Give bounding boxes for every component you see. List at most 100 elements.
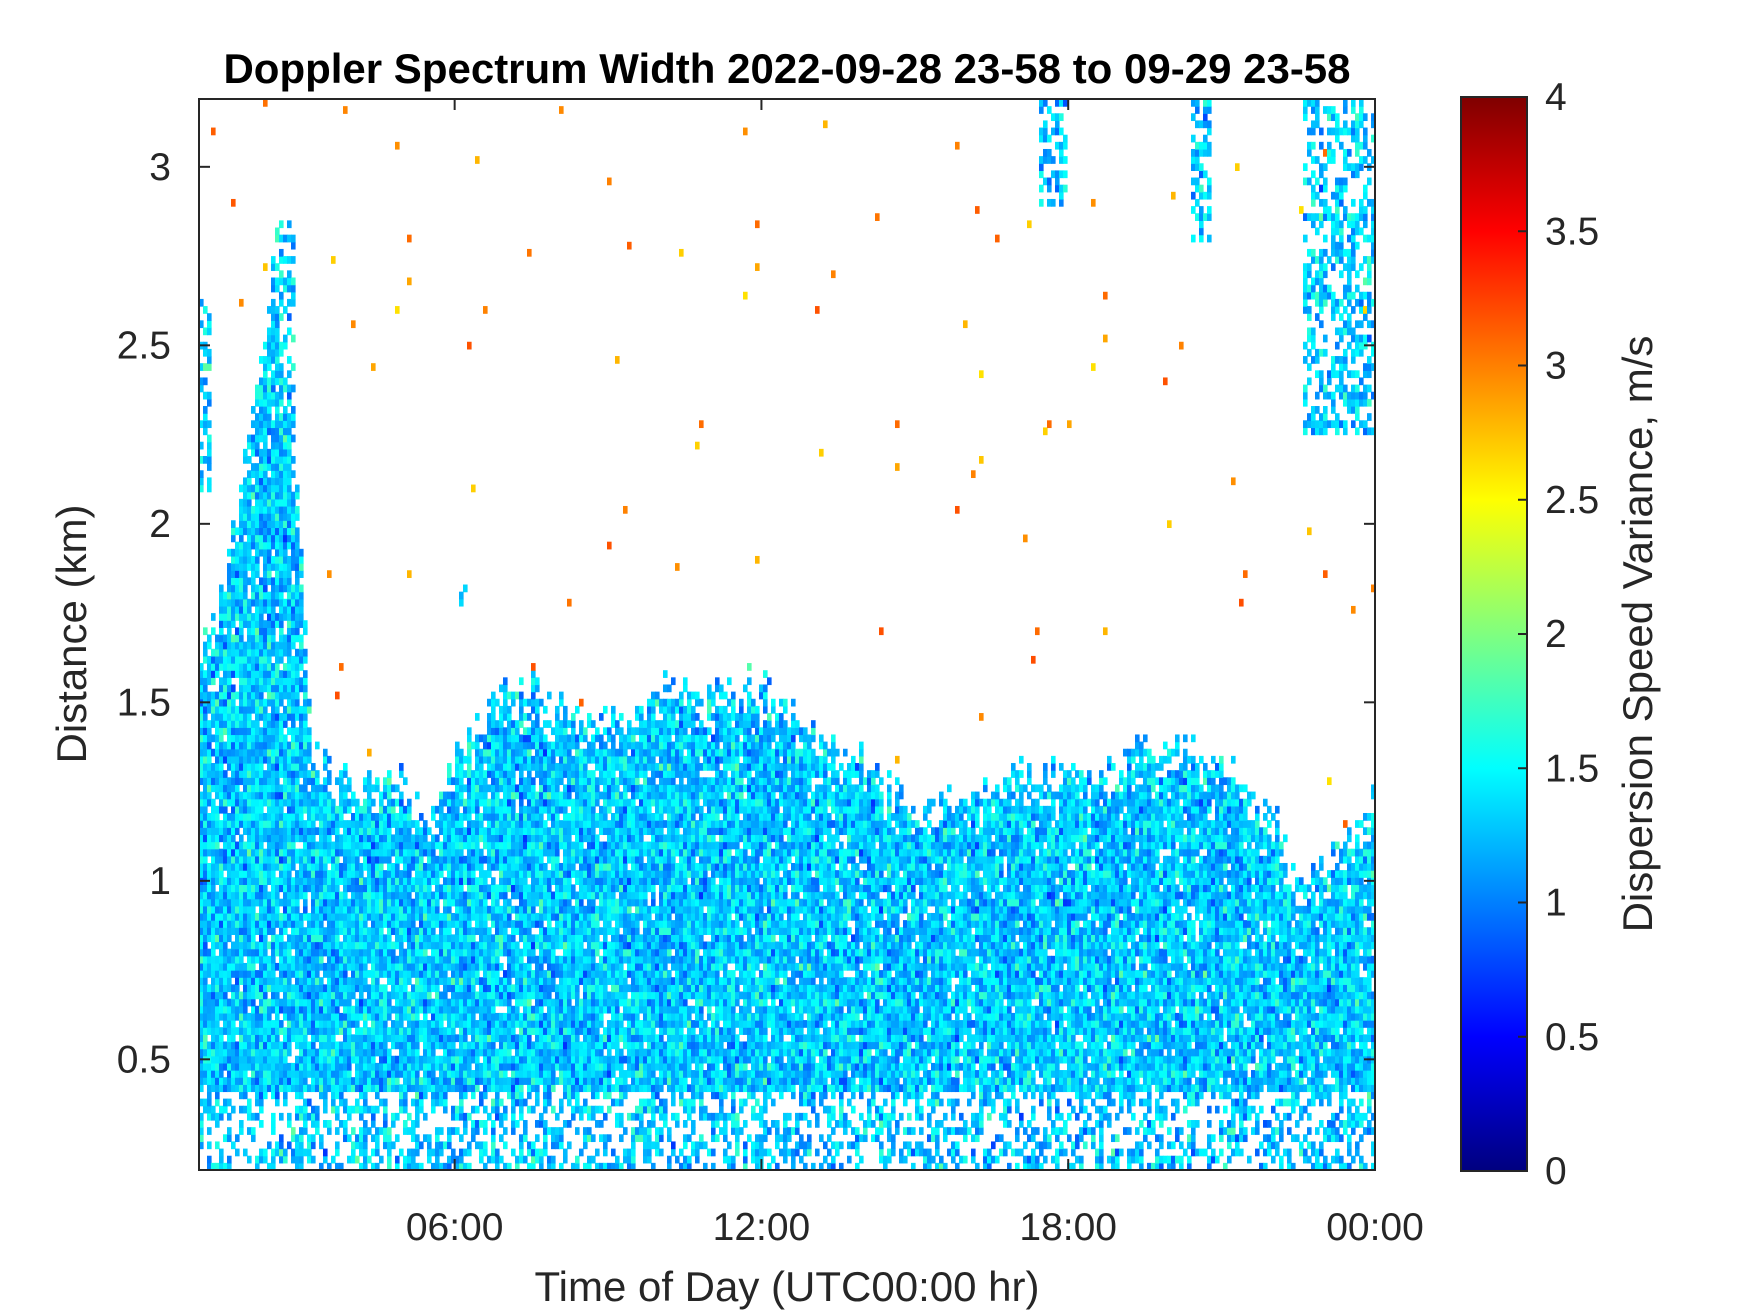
heatmap-cell <box>227 827 232 836</box>
heatmap-cell <box>351 927 356 935</box>
heatmap-cell <box>443 855 448 864</box>
heatmap-cell <box>463 827 468 836</box>
heatmap-cell <box>343 763 348 771</box>
heatmap-cell <box>451 1105 456 1114</box>
heatmap-cell <box>291 663 296 671</box>
heatmap-cell <box>399 841 404 850</box>
heatmap-cell <box>207 948 212 957</box>
heatmap-cell <box>211 827 216 836</box>
heatmap-cell <box>275 920 280 928</box>
heatmap-cell <box>227 962 232 971</box>
heatmap-cell <box>287 748 292 757</box>
heatmap-cell <box>267 941 272 950</box>
heatmap-cell <box>471 827 476 836</box>
heatmap-cell <box>263 548 268 557</box>
heatmap-cell <box>207 884 212 893</box>
heatmap-cell <box>475 748 480 757</box>
heatmap-cell <box>335 841 340 850</box>
heatmap-cell <box>355 827 360 836</box>
heatmap-cell <box>275 491 280 500</box>
heatmap-cell <box>519 834 524 843</box>
heatmap-cell <box>259 641 264 650</box>
heatmap-cell <box>467 1027 472 1035</box>
heatmap-cell <box>287 770 292 778</box>
heatmap-cell <box>359 870 364 878</box>
heatmap-cell <box>495 1105 500 1114</box>
heatmap-cell <box>519 905 524 914</box>
heatmap-cell <box>275 420 280 429</box>
heatmap-cell <box>399 941 404 950</box>
heatmap-cell <box>471 1027 476 1035</box>
heatmap-cell <box>263 713 268 721</box>
heatmap-cell <box>267 1041 272 1050</box>
heatmap-cell <box>243 548 248 557</box>
heatmap-cell <box>491 898 496 907</box>
heatmap-cell <box>355 1105 360 1114</box>
heatmap-cell <box>219 884 224 893</box>
heatmap-cell <box>343 934 348 943</box>
heatmap-cell <box>271 563 276 571</box>
heatmap-cell <box>215 813 220 821</box>
heatmap-cell <box>343 870 348 878</box>
heatmap-cell <box>223 713 228 721</box>
heatmap-cell <box>371 1105 376 1114</box>
heatmap-cell <box>391 1062 396 1071</box>
heatmap-cell <box>503 727 508 736</box>
heatmap-cell <box>227 1155 232 1164</box>
heatmap-cell <box>295 670 300 678</box>
heatmap-cell <box>271 791 276 800</box>
heatmap-cell <box>391 884 396 893</box>
heatmap-cell <box>211 934 216 943</box>
heatmap-cell <box>275 841 280 850</box>
heatmap-cell <box>251 720 256 728</box>
heatmap-cell <box>307 948 312 957</box>
heatmap-cell <box>463 1148 468 1157</box>
heatmap-cell <box>331 820 336 828</box>
heatmap-cell <box>271 813 276 821</box>
heatmap-cell <box>419 1162 424 1170</box>
heatmap-cell <box>479 734 484 743</box>
heatmap-cell <box>287 570 292 578</box>
heatmap-cell <box>515 841 520 850</box>
heatmap-cell <box>335 962 340 971</box>
heatmap-cell <box>415 948 420 957</box>
heatmap-cell <box>303 1098 308 1107</box>
heatmap-cell <box>439 1098 444 1107</box>
heatmap-cell <box>363 862 368 871</box>
heatmap-cell <box>379 1012 384 1021</box>
heatmap-cell <box>475 770 480 778</box>
heatmap-cell <box>283 477 288 486</box>
heatmap-cell <box>307 920 312 928</box>
heatmap-cell <box>271 1155 276 1164</box>
heatmap-cell <box>199 456 204 464</box>
heatmap-cell <box>447 927 452 935</box>
heatmap-cell <box>451 791 456 800</box>
heatmap-cell <box>271 848 276 857</box>
heatmap-cell <box>295 1027 300 1035</box>
heatmap-cell <box>259 827 264 836</box>
heatmap-cell <box>503 941 508 950</box>
heatmap-cell <box>387 1048 392 1057</box>
heatmap-cell <box>439 962 444 971</box>
heatmap-cell <box>379 1070 384 1078</box>
heatmap-cell <box>279 955 284 964</box>
heatmap-cell <box>207 727 212 736</box>
heatmap-cell <box>351 1148 356 1157</box>
heatmap-cell <box>343 1027 348 1035</box>
heatmap-cell <box>319 1027 324 1035</box>
heatmap-cell <box>475 805 480 814</box>
heatmap-cell <box>247 555 252 564</box>
heatmap-cell <box>259 891 264 900</box>
heatmap-cell <box>283 998 288 1007</box>
heatmap-cell <box>483 934 488 943</box>
heatmap-cell <box>327 1162 332 1170</box>
heatmap-cell <box>239 934 244 943</box>
heatmap-cell <box>395 1055 400 1064</box>
heatmap-cell <box>239 884 244 893</box>
heatmap-cell <box>283 713 288 721</box>
heatmap-cell <box>283 834 288 843</box>
heatmap-cell <box>299 1112 304 1121</box>
heatmap-cell <box>227 955 232 964</box>
heatmap-cell <box>251 948 256 957</box>
heatmap-cell <box>475 877 480 885</box>
